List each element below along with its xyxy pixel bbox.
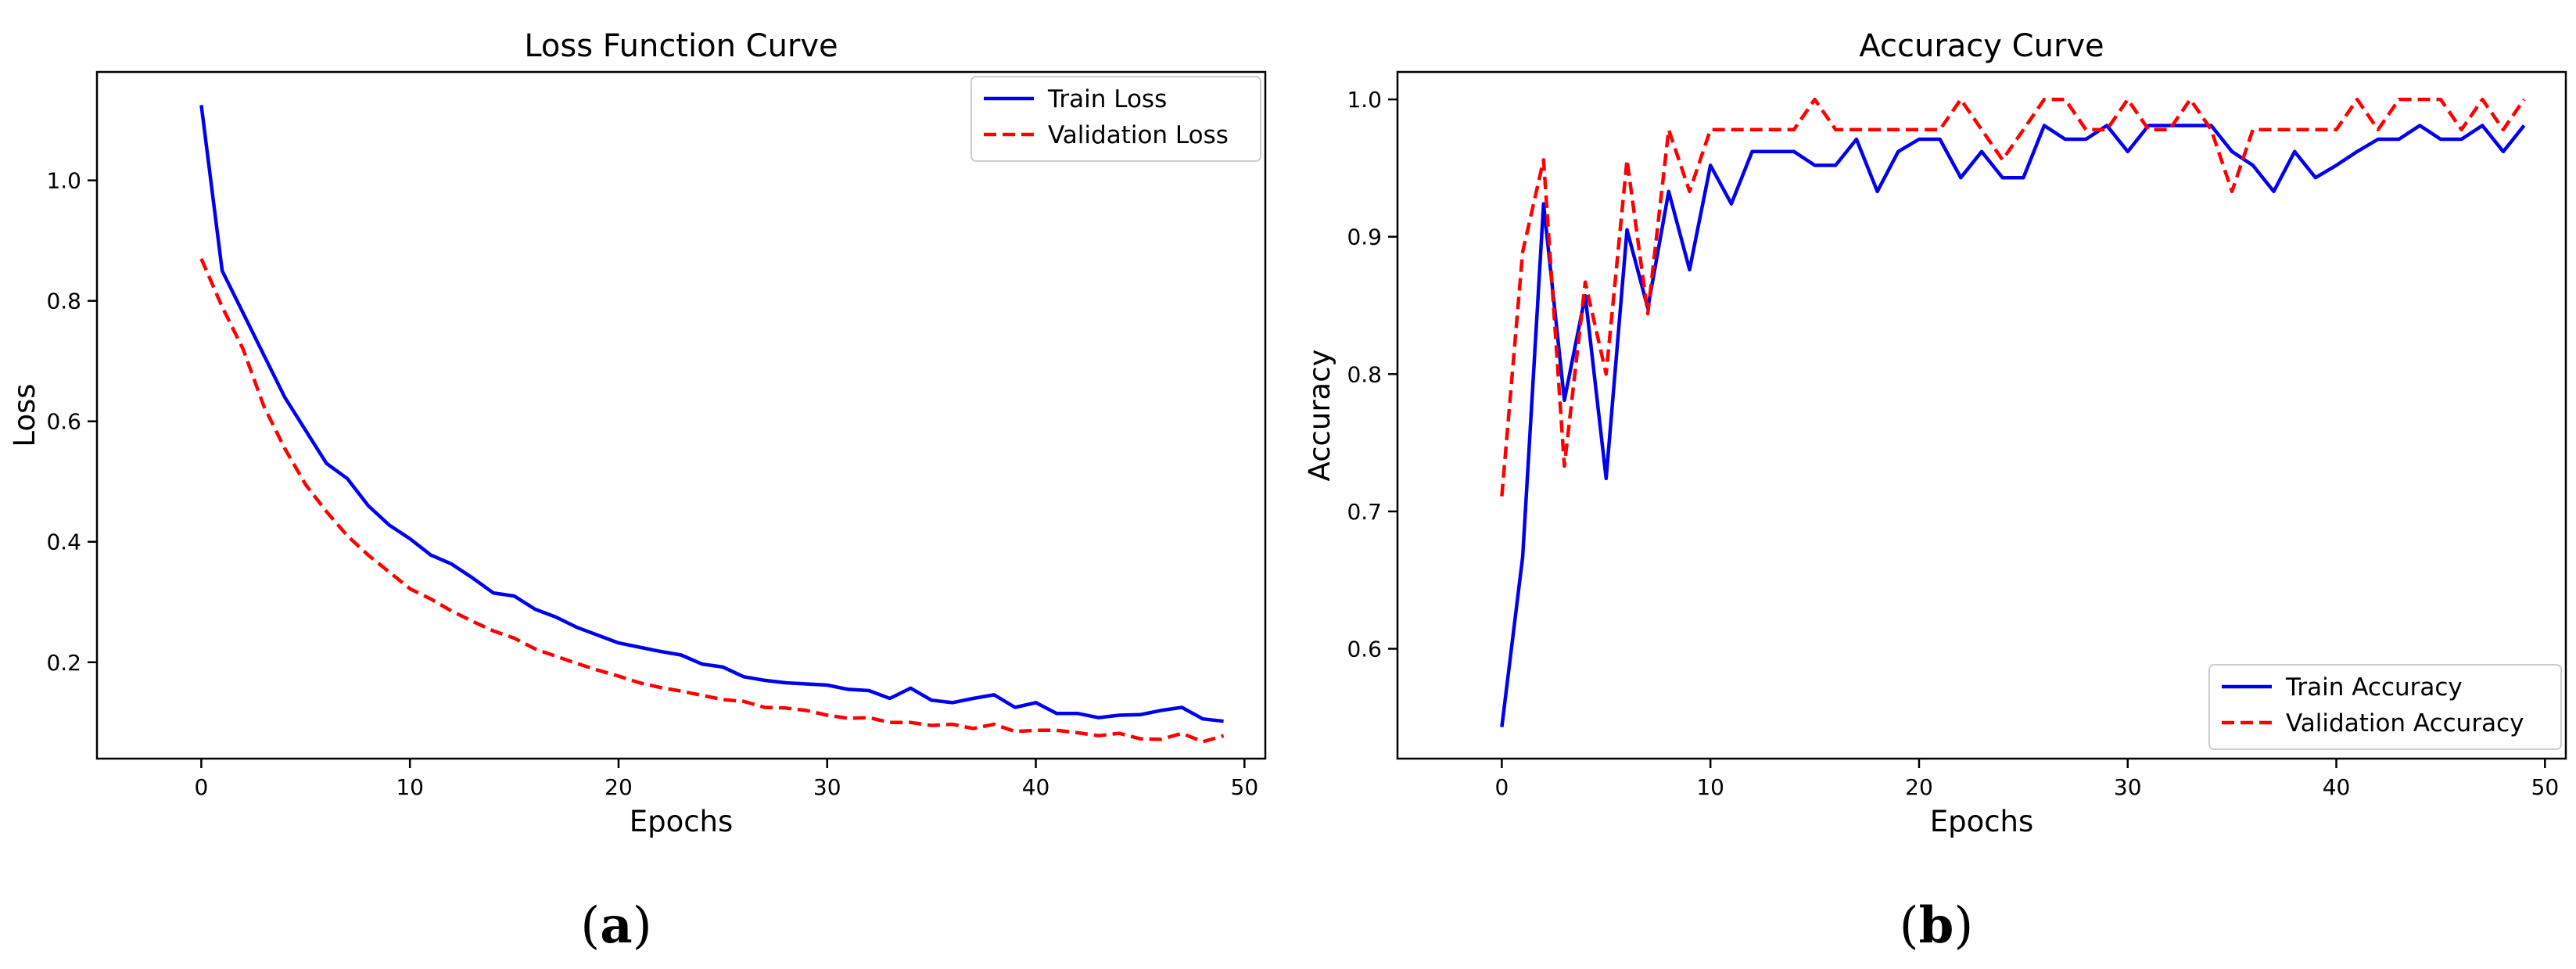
y-tick-label: 0.9 [1347,224,1382,250]
y-tick-label: 0.4 [46,529,81,555]
caption-a: (a) [580,896,651,955]
chart-title: Accuracy Curve [1859,28,2104,64]
x-tick-label: 50 [2531,774,2560,800]
y-tick-label: 0.8 [46,289,81,314]
caption-b: (b) [1900,896,1974,955]
x-axis-label: Epochs [630,805,734,838]
y-tick-label: 1.0 [46,168,81,194]
legend: Train Loss Validation Loss [970,76,1261,162]
x-tick-label: 50 [1231,774,1259,800]
x-tick-label: 20 [605,774,633,800]
x-tick-label: 30 [813,774,841,800]
chart-title: Loss Function Curve [524,28,838,64]
accuracy-chart-panel: 0 10 20 30 40 50 0.6 0.7 0.8 0.9 1.0 Accuracy Curve… [1303,28,2567,838]
y-tick-label: 0.2 [46,650,81,676]
legend-label: Validation Accuracy [2286,709,2524,738]
x-tick-label: 10 [396,774,424,800]
plot-frame [1396,70,2567,760]
loss-chart-panel: 0 10 20 30 40 50 0.2 0.4 0.6 0.8 1.0 Loss Function … [8,28,1267,838]
y-axis-label: Accuracy [1303,350,1336,482]
y-tick-label: 0.7 [1347,499,1382,525]
y-tick-label: 0.6 [46,409,81,435]
legend-box [2208,664,2562,750]
series-line-validation-accuracy [1500,97,2526,497]
legend-box [970,76,1261,162]
x-tick-label: 0 [1494,774,1509,800]
y-axis-label: Loss [8,383,41,447]
x-tick-label: 20 [1905,774,1933,800]
series-line-train-loss [199,105,1224,723]
y-tick-label: 1.0 [1347,87,1382,113]
x-axis-label: Epochs [1930,805,2034,838]
x-tick-label: 40 [2323,774,2351,800]
x-tick-label: 30 [2114,774,2142,800]
series-line-validation-loss [199,257,1225,744]
x-tick-label: 0 [194,774,208,800]
legend-label: Validation Loss [1048,121,1229,149]
x-tick-label: 10 [1696,774,1724,800]
y-tick-label: 0.8 [1347,361,1382,387]
x-tick-label: 40 [1022,774,1050,800]
series-line-train-accuracy [1500,124,2526,727]
plot-frame [95,70,1267,760]
legend: Train Accuracy Validation Accuracy [2208,664,2562,750]
legend-label: Train Loss [1047,85,1167,113]
legend-label: Train Accuracy [2285,673,2463,702]
y-tick-label: 0.6 [1347,637,1382,662]
